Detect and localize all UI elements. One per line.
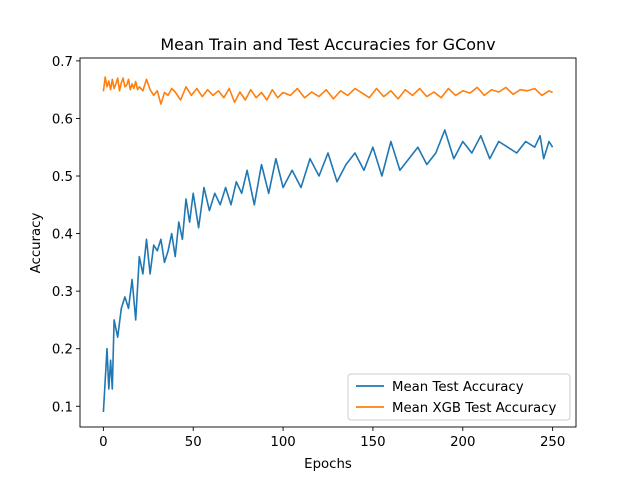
x-tick-label: 100 <box>270 435 295 450</box>
x-axis-label: Epochs <box>304 457 352 472</box>
x-tick-label: 0 <box>99 435 107 450</box>
x-tick-label: 250 <box>540 435 565 450</box>
plot-area <box>79 57 577 428</box>
legend-label-2: Mean XGB Test Accuracy <box>392 401 556 416</box>
series-line-1 <box>102 129 554 413</box>
y-tick-label: 0.2 <box>52 343 73 358</box>
y-axis-ticks: 0.1 0.2 0.3 0.4 0.5 0.6 0.7 <box>52 55 80 415</box>
y-axis-label: Accuracy <box>29 213 44 274</box>
x-tick-label: 50 <box>185 435 202 450</box>
y-tick-label: 0.1 <box>52 400 73 415</box>
y-tick-label: 0.6 <box>52 112 73 127</box>
chart-title: Mean Train and Test Accuracies for GConv <box>160 35 495 54</box>
plot-frame <box>79 57 577 428</box>
x-axis-ticks: 0 50 100 150 200 250 <box>99 427 565 450</box>
y-tick-label: 0.3 <box>52 285 73 300</box>
y-tick-label: 0.4 <box>52 228 73 243</box>
x-tick-label: 150 <box>360 435 385 450</box>
legend-label-1: Mean Test Accuracy <box>392 380 524 395</box>
x-tick-label: 200 <box>450 435 475 450</box>
legend-box <box>347 373 571 421</box>
legend: Mean Test Accuracy Mean XGB Test Accuracy <box>347 373 571 421</box>
y-tick-label: 0.5 <box>52 170 73 185</box>
series-line-2 <box>102 76 553 105</box>
y-tick-label: 0.7 <box>52 55 73 70</box>
